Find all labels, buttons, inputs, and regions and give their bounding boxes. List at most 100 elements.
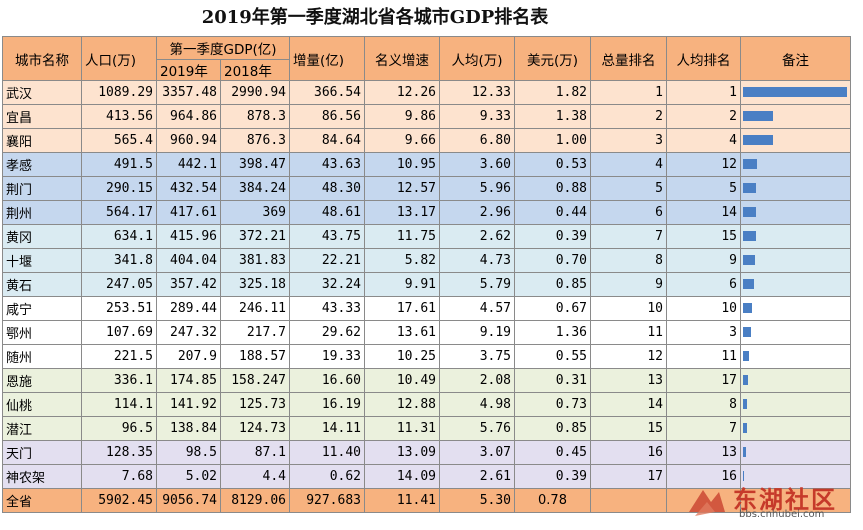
- cell-note: [740, 272, 851, 297]
- cell-nominal-growth: 17.61: [364, 296, 440, 321]
- data-bar: [743, 279, 754, 289]
- table-row: 孝感 491.5 442.1 398.47 43.63 10.95 3.60 0.53 4 12: [2, 152, 851, 177]
- cell-nominal-growth: 5.82: [364, 248, 440, 273]
- cell-population: 253.51: [81, 296, 157, 321]
- cell-per-capita-rank: 10: [666, 296, 741, 321]
- data-bar: [743, 183, 756, 193]
- header-increase: 增量(亿): [289, 36, 365, 81]
- cell-increase: 16.19: [289, 392, 365, 417]
- cell-nominal-growth: 13.09: [364, 440, 440, 465]
- cell-population: 128.35: [81, 440, 157, 465]
- cell-increase: 86.56: [289, 104, 365, 129]
- cell-per-capita-rank: 2: [666, 104, 741, 129]
- cell-population: 341.8: [81, 248, 157, 273]
- cell-gdp-2019: 207.9: [156, 344, 221, 369]
- cell-per-capita: 4.57: [439, 296, 515, 321]
- gdp-ranking-table: 城市名称 人口(万) 第一季度GDP(亿) 增量(亿) 名义增速 人均(万) 美…: [2, 36, 851, 513]
- data-bar: [743, 471, 744, 481]
- cell-per-capita: 6.80: [439, 128, 515, 153]
- cell-city: 咸宁: [2, 296, 82, 321]
- cell-gdp-2018: 125.73: [220, 392, 290, 417]
- cell-city: 武汉: [2, 80, 82, 105]
- header-note: 备注: [740, 36, 851, 81]
- cell-city: 神农架: [2, 464, 82, 489]
- cell-note: [740, 320, 851, 345]
- cell-city: 鄂州: [2, 320, 82, 345]
- cell-per-capita-rank: 15: [666, 224, 741, 249]
- table-row: 十堰 341.8 404.04 381.83 22.21 5.82 4.73 0.70 8 9: [2, 248, 851, 273]
- data-bar: [743, 303, 752, 313]
- cell-total-rank: 9: [590, 272, 667, 297]
- cell-population: 107.69: [81, 320, 157, 345]
- cell-per-capita-rank: 3: [666, 320, 741, 345]
- cell-per-capita: 5.96: [439, 176, 515, 201]
- table-row: 荆州 564.17 417.61 369 48.61 13.17 2.96 0.44 6 14: [2, 200, 851, 225]
- cell-increase: 11.40: [289, 440, 365, 465]
- cell-increase: 29.62: [289, 320, 365, 345]
- header-per-capita-rank: 人均排名: [666, 36, 741, 81]
- cell-population: 491.5: [81, 152, 157, 177]
- cell-city: 荆门: [2, 176, 82, 201]
- cell-per-capita: 2.62: [439, 224, 515, 249]
- cell-per-capita: 9.19: [439, 320, 515, 345]
- cell-total-rank: 12: [590, 344, 667, 369]
- cell-gdp-2019: 415.96: [156, 224, 221, 249]
- header-city: 城市名称: [2, 36, 82, 81]
- cell-city: 荆州: [2, 200, 82, 225]
- cell-per-capita: 12.33: [439, 80, 515, 105]
- cell-usd: 0.85: [514, 416, 591, 441]
- cell-per-capita: 4.98: [439, 392, 515, 417]
- header-per-capita: 人均(万): [439, 36, 515, 81]
- cell-city: 随州: [2, 344, 82, 369]
- cell-nominal-growth: 11.31: [364, 416, 440, 441]
- cell-increase: 48.30: [289, 176, 365, 201]
- cell-usd: 0.31: [514, 368, 591, 393]
- total-population: 5902.45: [81, 488, 157, 513]
- cell-city: 襄阳: [2, 128, 82, 153]
- data-bar: [743, 87, 847, 97]
- table-row: 武汉 1089.29 3357.48 2990.94 366.54 12.26 12.33 1…: [2, 80, 851, 105]
- cell-note: [740, 104, 851, 129]
- table-row: 潜江 96.5 138.84 124.73 14.11 11.31 5.76 0.85 15 7: [2, 416, 851, 441]
- cell-total-rank: 14: [590, 392, 667, 417]
- cell-total-rank: 11: [590, 320, 667, 345]
- cell-per-capita-rank: 13: [666, 440, 741, 465]
- cell-gdp-2019: 3357.48: [156, 80, 221, 105]
- cell-population: 247.05: [81, 272, 157, 297]
- cell-usd: 0.53: [514, 152, 591, 177]
- header-total-rank: 总量排名: [590, 36, 667, 81]
- cell-population: 1089.29: [81, 80, 157, 105]
- cell-note: [740, 344, 851, 369]
- cell-total-rank: 3: [590, 128, 667, 153]
- cell-gdp-2019: 404.04: [156, 248, 221, 273]
- cell-nominal-growth: 13.61: [364, 320, 440, 345]
- cell-usd: 0.44: [514, 200, 591, 225]
- cell-note: [740, 128, 851, 153]
- cell-increase: 84.64: [289, 128, 365, 153]
- cell-gdp-2019: 960.94: [156, 128, 221, 153]
- cell-note: [740, 80, 851, 105]
- cell-increase: 14.11: [289, 416, 365, 441]
- cell-gdp-2019: 247.32: [156, 320, 221, 345]
- cell-population: 413.56: [81, 104, 157, 129]
- cell-nominal-growth: 10.95: [364, 152, 440, 177]
- cell-nominal-growth: 11.75: [364, 224, 440, 249]
- cell-gdp-2018: 2990.94: [220, 80, 290, 105]
- cell-gdp-2018: 878.3: [220, 104, 290, 129]
- cell-total-rank: 1: [590, 80, 667, 105]
- cell-per-capita-rank: 12: [666, 152, 741, 177]
- cell-gdp-2019: 432.54: [156, 176, 221, 201]
- cell-population: 7.68: [81, 464, 157, 489]
- cell-gdp-2018: 372.21: [220, 224, 290, 249]
- header-population: 人口(万): [81, 36, 157, 81]
- table-row: 仙桃 114.1 141.92 125.73 16.19 12.88 4.98 0.73 14 8: [2, 392, 851, 417]
- cell-increase: 43.63: [289, 152, 365, 177]
- cell-nominal-growth: 9.66: [364, 128, 440, 153]
- cell-usd: 1.00: [514, 128, 591, 153]
- data-bar: [743, 327, 751, 337]
- data-bar: [743, 159, 757, 169]
- cell-total-rank: 5: [590, 176, 667, 201]
- cell-nominal-growth: 9.91: [364, 272, 440, 297]
- cell-usd: 0.39: [514, 464, 591, 489]
- total-nominal-growth: 11.41: [364, 488, 440, 513]
